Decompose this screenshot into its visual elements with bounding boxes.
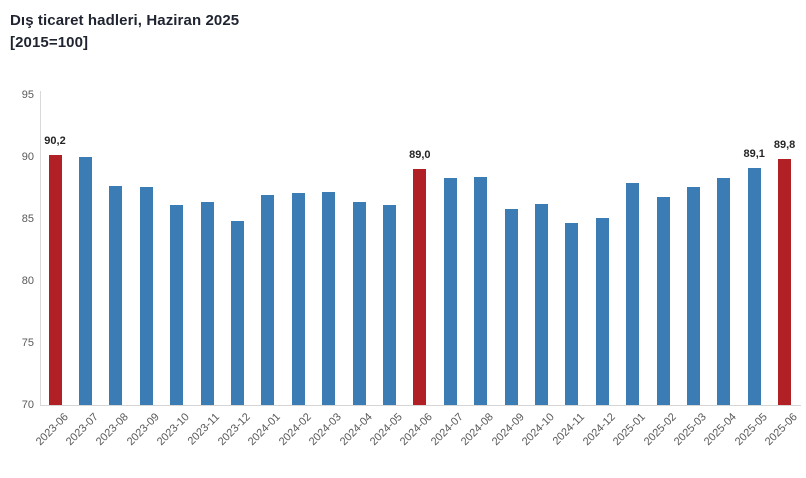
chart-title-block: Dış ticaret hadleri, Haziran 2025 [2015=… [10,10,239,54]
x-axis-tick-label: 2023-12 [215,411,253,449]
bar-2023-07 [78,157,92,405]
x-axis-tick-label: 2023-08 [94,411,132,449]
bar-2024-07 [443,178,457,405]
x-axis-tick-label: 2025-05 [732,411,770,449]
x-axis-tick-label: 2024-05 [367,411,405,449]
x-axis-tick-label: 2024-12 [580,411,618,449]
chart-subtitle: [2015=100] [10,34,89,51]
x-axis-tick-label: 2025-06 [763,411,801,449]
x-axis-tick-label: 2024-06 [398,411,436,449]
x-axis-tick-label: 2024-04 [337,411,375,449]
y-axis-tick-label: 70 [21,399,34,411]
x-axis-tick-label: 2023-06 [33,411,71,449]
bar-2025-03 [686,186,700,405]
bar-2025-01 [626,183,640,405]
x-axis-tick-label: 2024-01 [246,411,284,449]
bar-2023-06 [48,154,62,405]
x-axis-tick-label: 2023-07 [63,411,101,449]
x-axis-tick-label: 2024-10 [519,411,557,449]
bar-2023-11 [200,201,214,405]
x-axis-tick-label: 2024-09 [489,411,527,449]
bar-2024-11 [565,222,579,405]
bar-2025-06 [778,159,792,405]
y-axis-tick-label: 90 [21,151,34,163]
bar-2024-05 [382,205,396,405]
x-axis-line [40,405,802,406]
bar-2024-04 [352,201,366,405]
chart-title: Dış ticaret hadleri, Haziran 2025 [10,12,240,29]
x-axis-tick-label: 2025-03 [671,411,709,449]
x-axis-tick-label: 2024-03 [307,411,345,449]
bar-2024-02 [291,192,305,405]
y-axis-tick-label: 75 [21,337,34,349]
bar-2024-06 [413,169,427,405]
bar-2024-03 [322,191,336,405]
x-axis-tick-label: 2025-02 [641,411,679,449]
x-axis-tick-label: 2023-10 [155,411,193,449]
y-axis-tick-label: 85 [21,213,34,225]
bar-2025-05 [747,168,761,405]
bar-2025-02 [656,196,670,405]
bar-2024-01 [261,195,275,405]
bar-2024-08 [474,176,488,405]
bar-2024-10 [534,204,548,405]
bar-2024-09 [504,209,518,405]
bar-2023-12 [230,221,244,405]
x-axis-tick-label: 2025-04 [702,411,740,449]
x-axis-tick-label: 2024-07 [428,411,466,449]
y-axis-tick-label: 80 [21,275,34,287]
data-label-2025-06: 89,8 [773,139,796,152]
data-label-2025-05: 89,1 [743,148,765,161]
data-label-2024-06: 89,0 [409,149,431,162]
x-axis-tick-label: 2024-02 [276,411,314,449]
data-label-2023-06: 90,2 [44,134,66,147]
x-axis-tick-label: 2025-01 [611,411,649,449]
bar-2023-10 [170,205,184,405]
bar-2025-04 [717,178,731,405]
bar-2023-08 [109,185,123,405]
bar-2024-12 [595,217,609,405]
y-axis-tick-label: 95 [21,89,34,101]
x-axis-tick-label: 2024-11 [550,411,588,448]
x-axis-tick-label: 2023-11 [186,411,223,448]
bar-2023-09 [139,186,153,405]
y-axis-line [40,91,41,405]
x-axis-tick-label: 2023-09 [124,411,162,449]
x-axis-tick-label: 2024-08 [459,411,497,449]
